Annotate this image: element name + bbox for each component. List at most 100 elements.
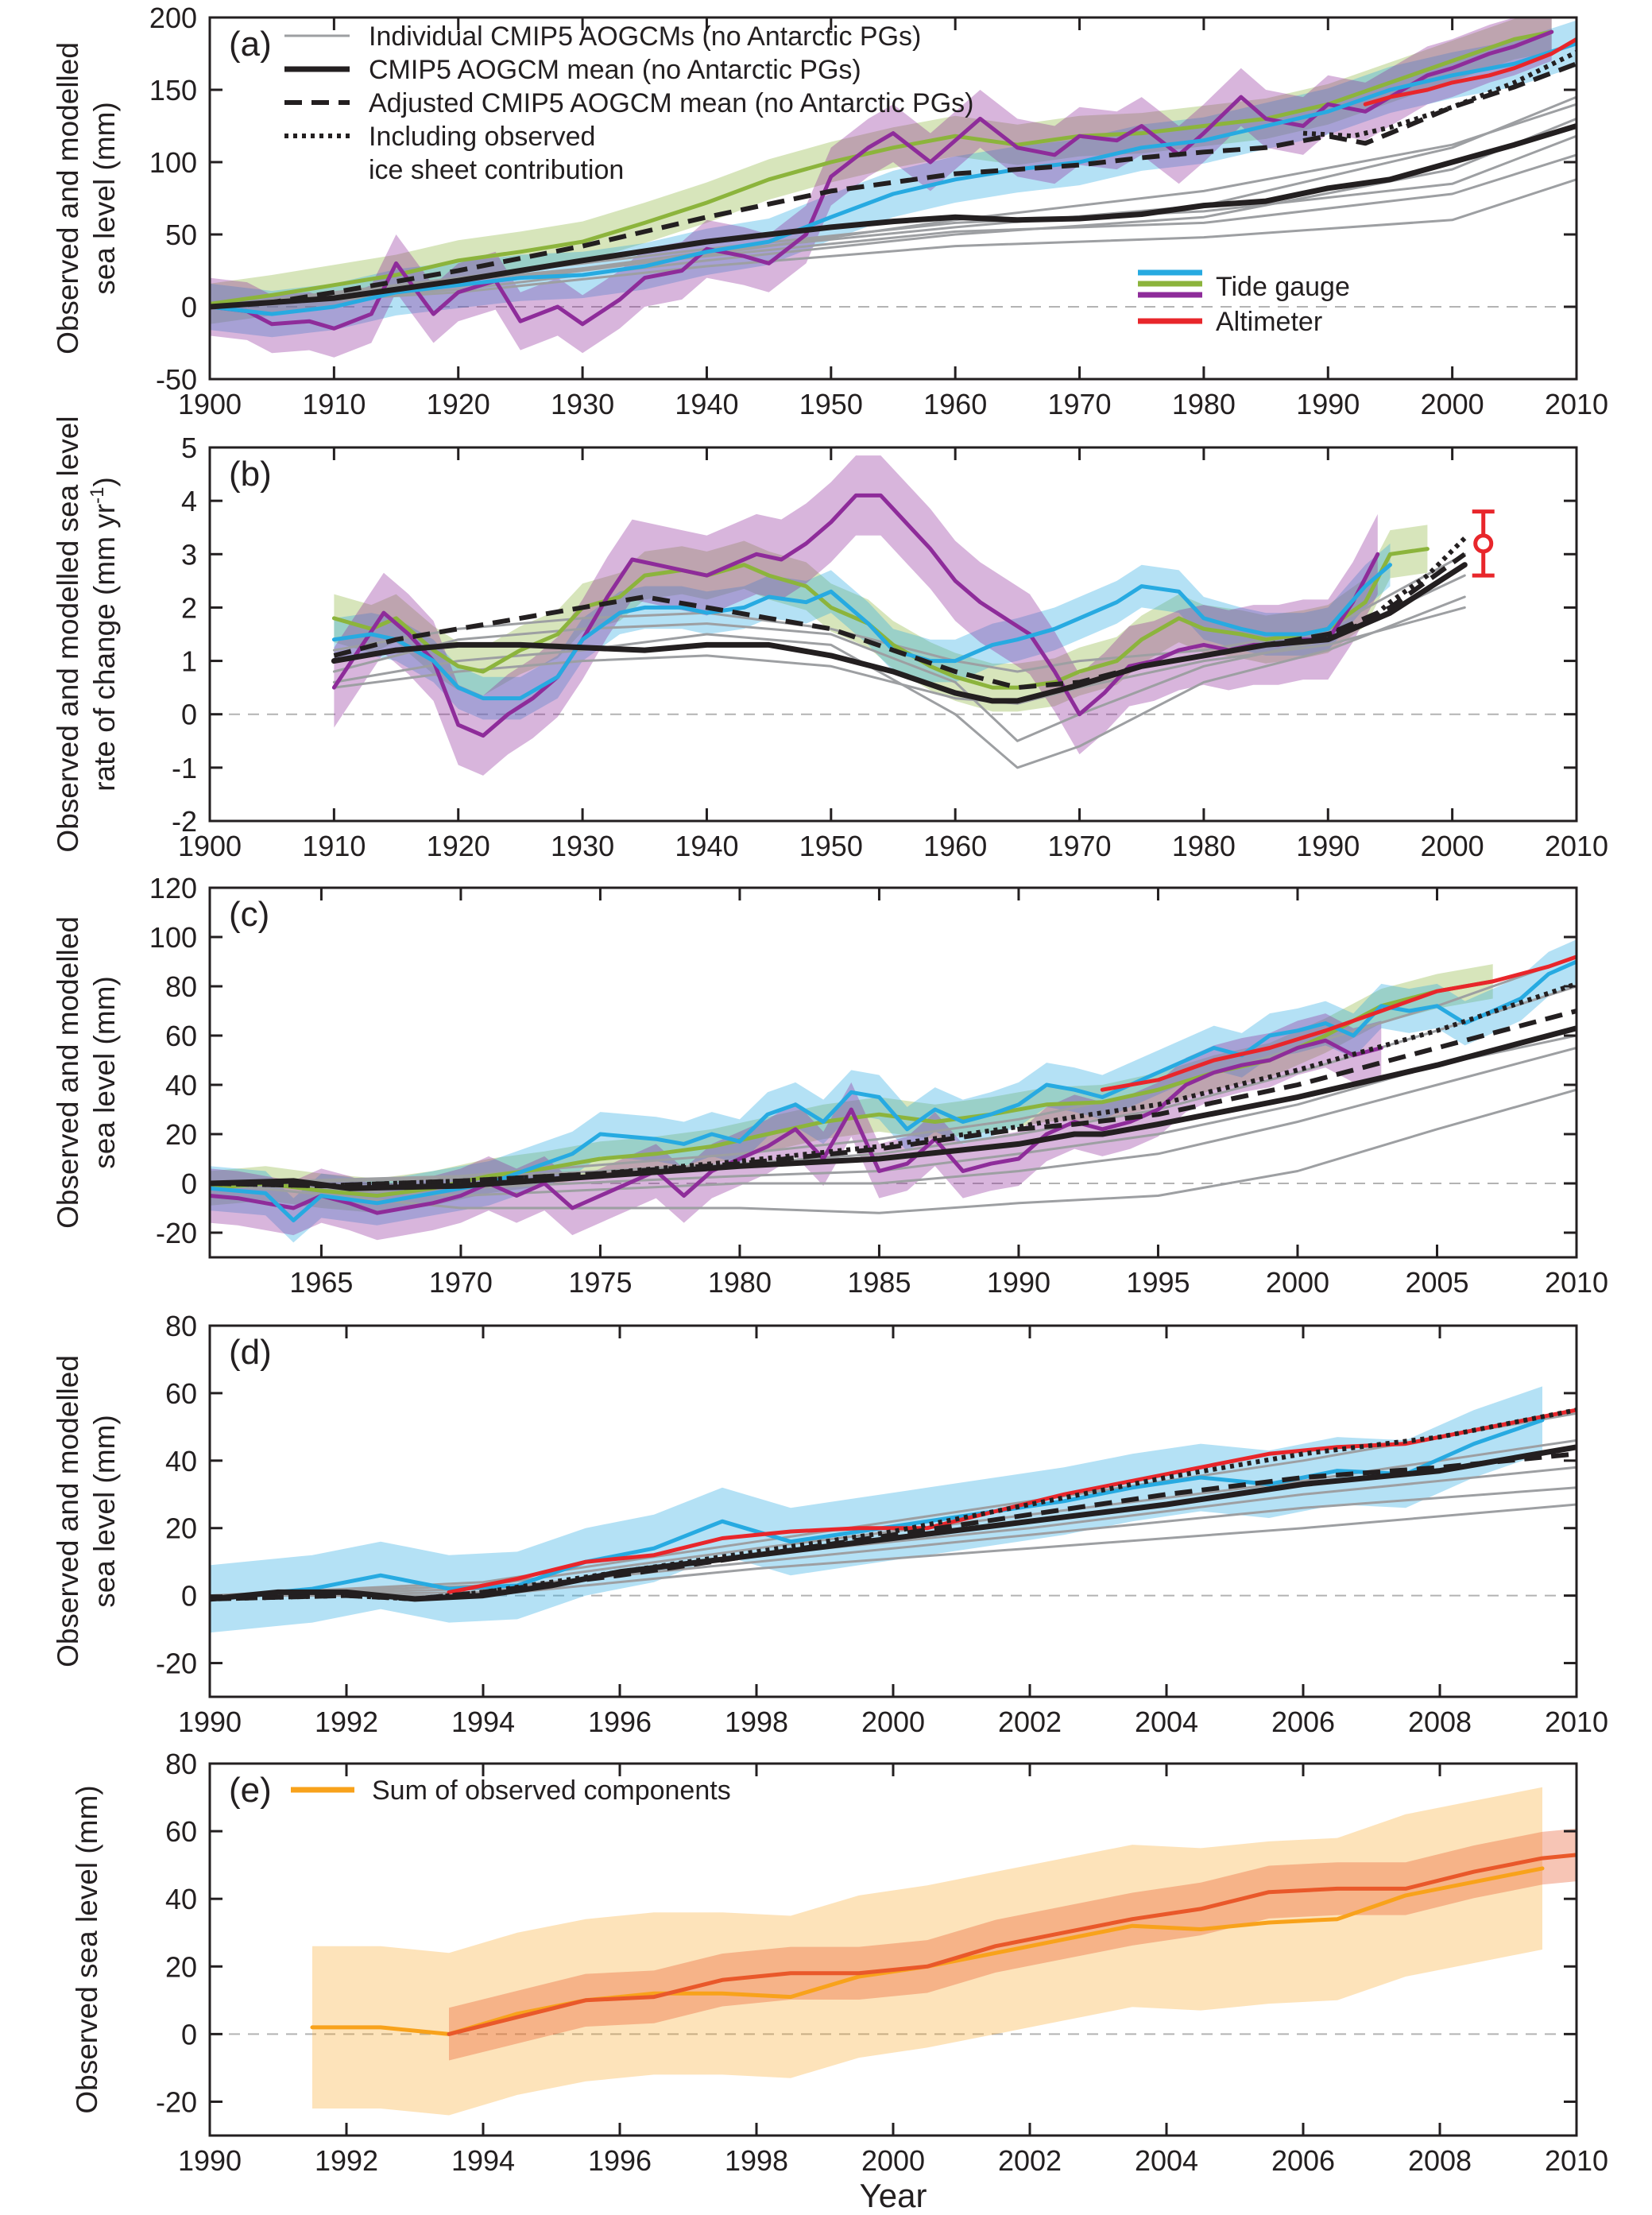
x-tick-label: 1994	[451, 2144, 515, 2177]
series-model-3	[210, 1088, 1577, 1214]
x-tick-label: 1998	[725, 1706, 788, 1738]
series-model-6	[210, 1411, 1577, 1597]
y-tick-label: -20	[156, 2085, 197, 2118]
x-axis-label: Year	[860, 2177, 927, 2214]
panel-label: (c)	[229, 895, 269, 934]
x-tick-label: 1996	[588, 1706, 652, 1738]
panel-d: 1990 1992 1994 1996 1998 2000 2002 2004 2006 2008…	[52, 1310, 1608, 1738]
x-tick-label: 1998	[725, 2144, 788, 2177]
y-tick-label: 4	[181, 485, 197, 517]
y-axis-label: rate of change (mm yr-1)	[87, 477, 121, 792]
plot-area	[331, 455, 1468, 776]
y-tick-label: 200	[149, 2, 197, 34]
series-purple-9	[331, 493, 1380, 738]
y-axis-label: Observed and modelled sea level	[52, 416, 84, 852]
x-tick-label: 1995	[1126, 1266, 1190, 1299]
x-tick-label: 1920	[427, 388, 490, 420]
x-tick-label: 1930	[551, 830, 614, 862]
series-model-6	[332, 606, 1466, 705]
y-tick-label: 60	[165, 1815, 197, 1848]
x-tick-label: 1980	[1172, 830, 1236, 862]
x-tick-label: 1992	[315, 1706, 378, 1738]
y-axis-label: sea level (mm)	[88, 1415, 121, 1608]
plot-area	[210, 17, 1577, 358]
y-tick-label: 20	[165, 1950, 197, 1983]
y-axis-label: Observed and modelled	[52, 916, 84, 1229]
series-blue-8	[331, 563, 1392, 701]
x-tick-label: 2008	[1408, 1706, 1472, 1738]
y-tick-label: 20	[165, 1512, 197, 1545]
series-mean-0	[210, 1025, 1577, 1191]
legend-label: Sum of observed components	[372, 1775, 731, 1806]
x-tick-label: 1910	[302, 388, 366, 420]
y-tick-label: 80	[165, 1748, 197, 1780]
y-tick-label: 100	[149, 146, 197, 179]
panel-label: (b)	[229, 455, 272, 494]
y-tick-label: 150	[149, 74, 197, 106]
x-tick-label: 1970	[429, 1266, 493, 1299]
x-tick-label: 1990	[178, 2144, 242, 2177]
panel-e: 1990 1992 1994 1996 1998 2000 2002 2004 2006 2008…	[71, 1748, 1608, 2214]
x-tick-label: 2010	[1545, 388, 1608, 420]
y-tick-label: 60	[165, 1020, 197, 1052]
y-axis-label: Observed sea level (mm)	[71, 1785, 103, 2113]
series-purple-11	[210, 29, 1554, 331]
x-tick-label: 2010	[1545, 1706, 1608, 1738]
y-tick-label: 40	[165, 1069, 197, 1102]
band-green-7	[334, 525, 1428, 712]
y-tick-label: 60	[165, 1377, 197, 1410]
x-tick-label: 2000	[1266, 1266, 1329, 1299]
series-mean-0	[331, 562, 1468, 704]
series-blue-10	[210, 41, 1577, 316]
y-tick-label: -2	[172, 805, 197, 838]
y-tick-label: 0	[181, 1168, 197, 1200]
x-tick-label: 2000	[1421, 830, 1484, 862]
panel-a: 1900 1910 1920 1930 1940 1950 1960 1970 1980 1990…	[52, 2, 1608, 420]
x-tick-label: 1960	[923, 830, 987, 862]
band-purple-11	[210, 17, 1552, 358]
y-tick-label: 3	[181, 538, 197, 571]
y-axis-label: Observed and modelled	[52, 42, 84, 354]
series-darkorange-1	[447, 1853, 1577, 2036]
band-blue-10	[210, 20, 1577, 338]
legend-label: Adjusted CMIP5 AOGCM mean (no Antarctic …	[369, 88, 974, 118]
x-tick-label: 1992	[315, 2144, 378, 2177]
x-tick-label: 2010	[1545, 830, 1608, 862]
x-tick-label: 1990	[1296, 388, 1360, 420]
y-tick-label: -20	[156, 1217, 197, 1249]
x-tick-label: 1990	[987, 1266, 1050, 1299]
x-tick-label: 1994	[451, 1706, 515, 1738]
band-blue-8	[334, 543, 1391, 720]
y-axis-label: sea level (mm)	[88, 976, 121, 1169]
series-model-4	[332, 574, 1466, 742]
x-tick-label: 1950	[799, 830, 863, 862]
y-tick-label: 2	[181, 591, 197, 624]
series-model-4	[210, 117, 1577, 308]
y-tick-label: 20	[165, 1118, 197, 1151]
x-tick-label: 2002	[998, 1706, 1062, 1738]
legend: Sum of observed components	[291, 1775, 731, 1806]
x-tick-label: 1940	[675, 830, 738, 862]
x-tick-label: 1950	[799, 388, 863, 420]
series-adjusted-1	[210, 61, 1577, 309]
series-model-3	[332, 595, 1466, 769]
series-dotted-2	[210, 982, 1577, 1189]
series-dotted-2	[1327, 536, 1467, 637]
series-mean-0	[210, 123, 1577, 310]
x-tick-label: 1940	[675, 388, 738, 420]
panel-label: (e)	[229, 1771, 272, 1810]
y-tick-label: -50	[156, 363, 197, 396]
series-green-9	[210, 29, 1554, 306]
axes-frame	[208, 446, 1578, 823]
x-tick-label: 1965	[289, 1266, 353, 1299]
series-model-4	[210, 1486, 1577, 1597]
y-axis-label-part: rate of change (mm yr	[88, 504, 121, 792]
y-tick-label: 40	[165, 1883, 197, 1915]
y-tick-label: 80	[165, 1310, 197, 1342]
x-tick-label: 2008	[1408, 2144, 1472, 2177]
y-tick-label: -20	[156, 1648, 197, 1680]
y-tick-label: 0	[181, 2018, 197, 2050]
x-tick-label: 2004	[1135, 2144, 1198, 2177]
x-tick-label: 1960	[923, 388, 987, 420]
x-tick-label: 1985	[847, 1266, 911, 1299]
